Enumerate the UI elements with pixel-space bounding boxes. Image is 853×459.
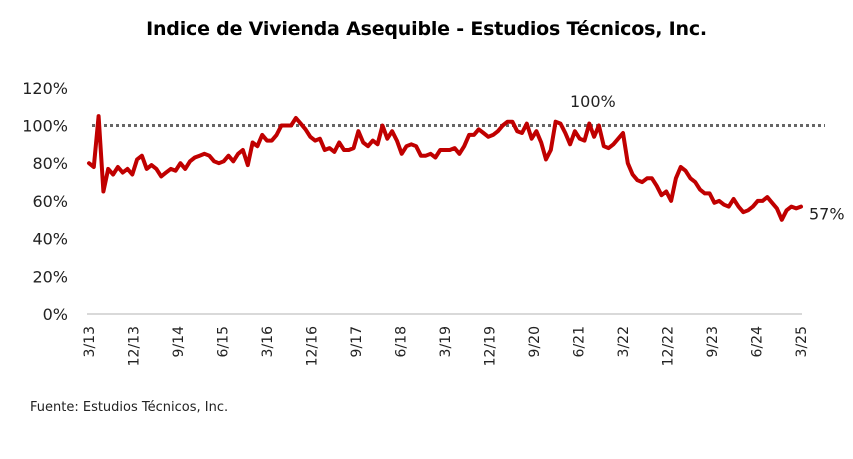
- source-note: Fuente: Estudios Técnicos, Inc.: [30, 400, 229, 415]
- x-axis: 3/13 12/13 9/14 6/15 3/16 12/16 9/17 6/18 3/19 12…: [82, 326, 810, 366]
- chart-title: Indice de Vivienda Asequible - Estudios …: [146, 18, 707, 40]
- x-tick-label: 12/19: [483, 326, 499, 366]
- series-line: [87, 114, 803, 222]
- y-tick-label: 100%: [22, 117, 68, 136]
- x-tick-label: 12/16: [305, 326, 321, 366]
- x-tick-label: 3/25: [794, 326, 810, 357]
- y-tick-label: 60%: [32, 192, 68, 211]
- x-tick-label: 9/14: [171, 326, 187, 358]
- x-tick-label: 3/22: [616, 326, 632, 357]
- y-tick-label: 120%: [22, 79, 68, 98]
- x-tick-label: 3/13: [82, 326, 98, 357]
- x-tick-label: 9/17: [349, 326, 365, 357]
- y-tick-label: 40%: [32, 230, 68, 249]
- annotation-last-value: 57%: [809, 205, 845, 224]
- x-tick-label: 12/13: [127, 326, 143, 366]
- x-tick-label: 3/16: [260, 326, 276, 358]
- x-tick-label: 9/23: [705, 326, 721, 357]
- y-axis: 0% 20% 40% 60% 80% 100% 120%: [22, 79, 68, 324]
- x-tick-label: 12/22: [661, 326, 677, 366]
- x-tick-label: 6/24: [750, 326, 766, 358]
- y-tick-label: 80%: [32, 154, 68, 173]
- annotation-100: 100%: [570, 92, 616, 111]
- y-tick-label: 0%: [43, 305, 68, 324]
- x-tick-label: 6/21: [572, 326, 588, 357]
- x-tick-label: 6/18: [394, 326, 410, 357]
- x-tick-label: 9/20: [527, 326, 543, 357]
- x-tick-label: 3/19: [438, 326, 454, 357]
- y-tick-label: 20%: [32, 267, 68, 286]
- x-tick-label: 6/15: [216, 326, 232, 357]
